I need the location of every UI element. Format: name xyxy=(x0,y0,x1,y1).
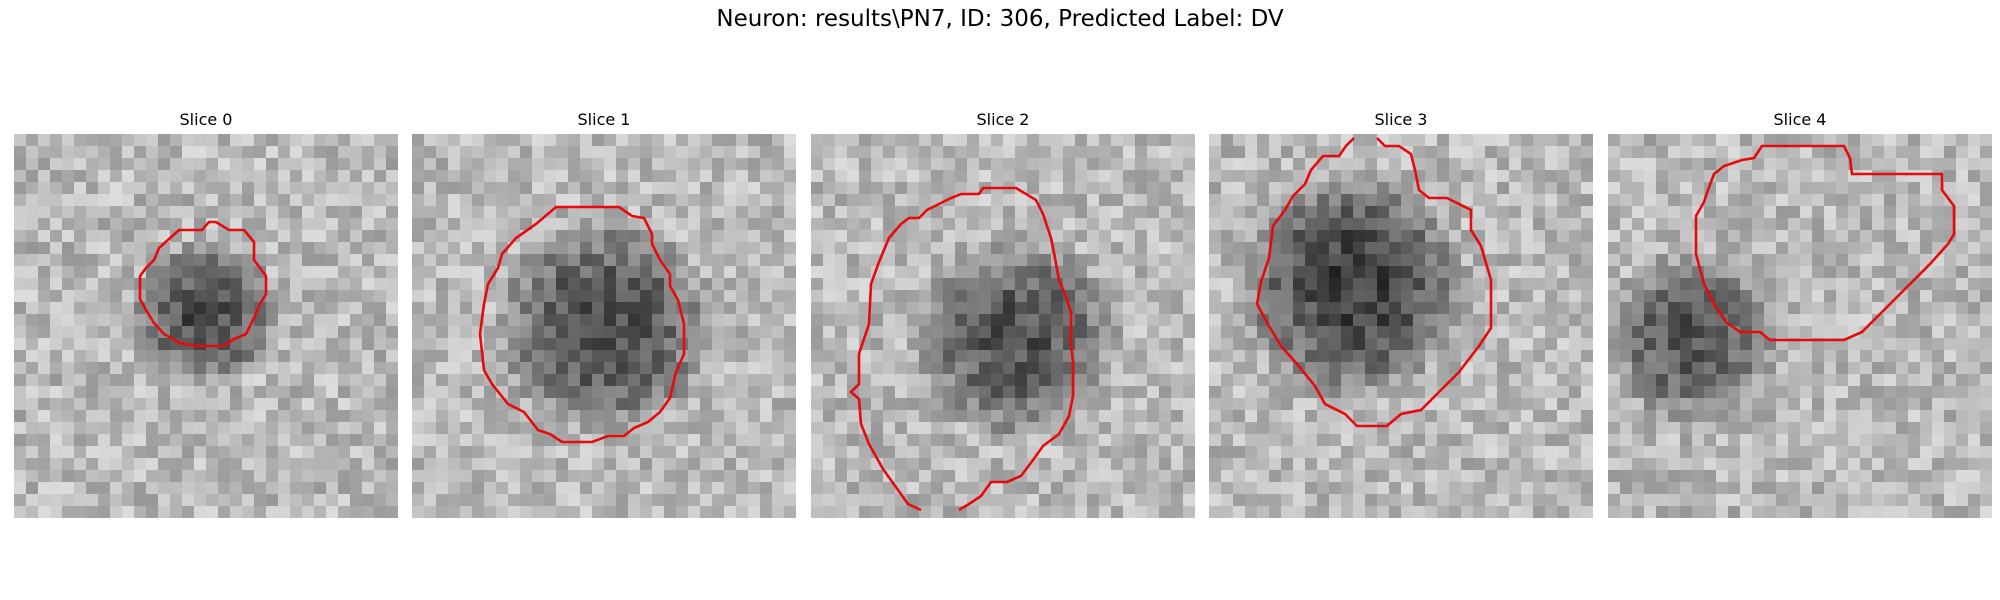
slice-title: Slice 1 xyxy=(577,110,631,129)
contour-line xyxy=(1694,144,1956,342)
figure-title: Neuron: results\PN7, ID: 306, Predicted … xyxy=(716,6,1284,32)
contour-overlay xyxy=(1255,137,1493,428)
slice-image xyxy=(1608,134,1992,518)
slice-title: Slice 3 xyxy=(1374,110,1428,129)
contour-line xyxy=(478,205,686,444)
slice-panel-1: Slice 1 xyxy=(412,0,796,600)
slice-image xyxy=(1209,134,1593,518)
grayscale-image xyxy=(1608,134,1992,518)
slice-title: Slice 2 xyxy=(976,110,1030,129)
slice-panel-3: Slice 3 xyxy=(1209,0,1593,600)
slice-panel-2: Slice 2 xyxy=(811,0,1195,600)
slice-panel-0: Slice 0 xyxy=(14,0,398,600)
slice-title: Slice 4 xyxy=(1773,110,1827,129)
contour-line xyxy=(138,220,268,348)
contour-overlay xyxy=(138,220,268,348)
slice-image xyxy=(14,134,398,518)
contour-line xyxy=(1255,137,1493,428)
contour-overlay xyxy=(849,186,1075,512)
contour-overlay xyxy=(478,205,686,444)
grayscale-image xyxy=(412,134,796,518)
slice-image xyxy=(811,134,1195,518)
slice-panel-4: Slice 4 xyxy=(1608,0,1992,600)
grayscale-image xyxy=(14,134,398,518)
contour-overlay xyxy=(1694,144,1956,342)
grayscale-image xyxy=(1209,134,1593,518)
slice-image xyxy=(412,134,796,518)
contour-line xyxy=(849,186,1075,512)
slice-title: Slice 0 xyxy=(179,110,233,129)
